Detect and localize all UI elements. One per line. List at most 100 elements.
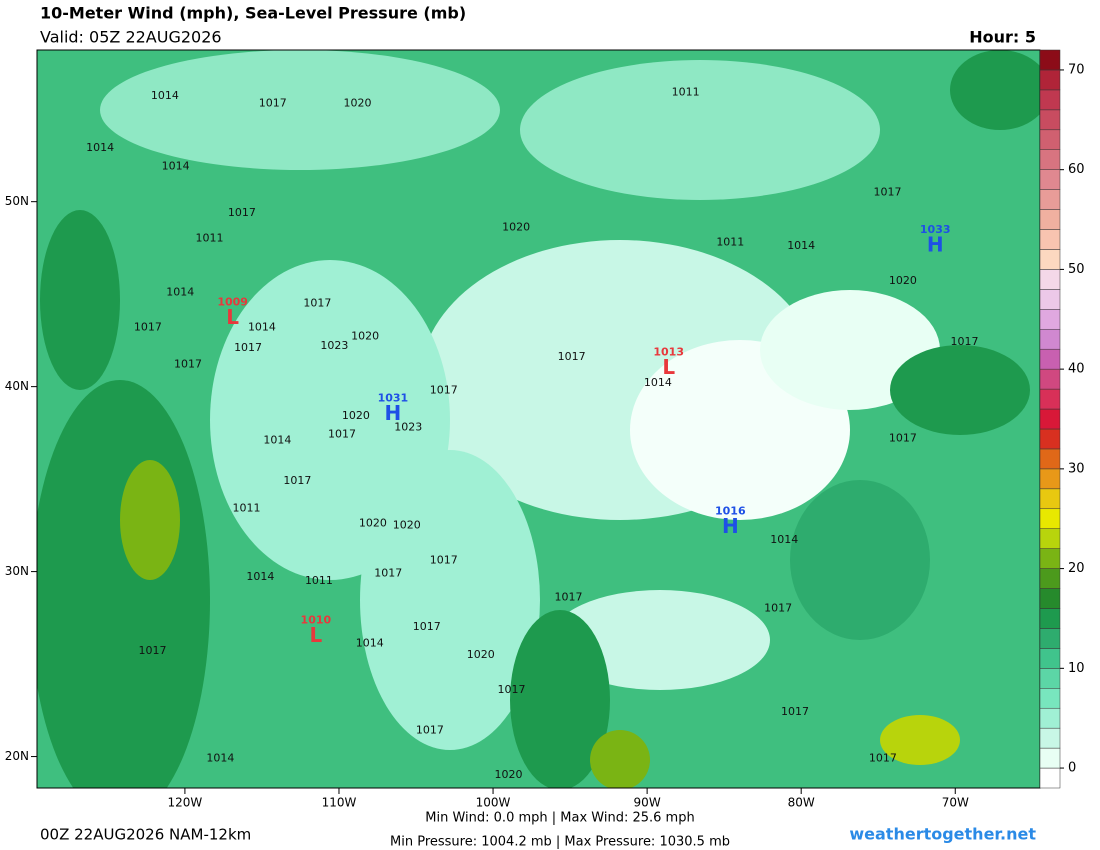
isobar-label: 1017 [555,590,583,603]
isobar-label: 1017 [174,357,202,370]
colorbar-label: 50 [1068,262,1085,277]
forecast-hour: Hour: 5 [969,28,1036,47]
map-field [37,50,1040,788]
isobar-label: 1017 [430,553,458,566]
colorbar-bin [1039,309,1061,330]
isobar-label: 1014 [248,320,276,333]
isobar-label: 1020 [351,330,379,343]
valid-time: Valid: 05Z 22AUG2026 [40,28,222,47]
pressure-center-value: 1033 [920,223,951,236]
colorbar-bin [1039,588,1061,609]
x-tick-label: 120W [168,796,203,810]
colorbar-bin [1039,528,1061,549]
isobar-label: 1011 [305,574,333,587]
y-tick-label: 50N [5,194,29,208]
isobar-label: 1023 [320,339,348,352]
colorbar-bin [1039,109,1061,131]
colorbar-bin [1039,348,1061,370]
isobar-label: 1011 [672,86,700,99]
isobar-label: 1020 [502,221,530,234]
colorbar-bin [1039,747,1061,769]
colorbar-label: 40 [1068,362,1085,377]
colorbar-bin [1039,368,1061,390]
pressure-center-letter: L [226,305,239,329]
pressure-center-value: 1031 [378,392,409,405]
colorbar-label: 20 [1068,561,1085,576]
colorbar-label: 30 [1068,461,1085,476]
wind-stats: Min Wind: 0.0 mph | Max Wind: 25.6 mph [425,811,694,826]
isobar-label: 1017 [374,566,402,579]
isobar-label: 1014 [166,285,194,298]
colorbar-bin [1039,49,1061,71]
colorbar-bin [1039,408,1061,430]
y-tick-label: 20N [5,749,29,763]
y-tick-label: 30N [5,564,29,578]
colorbar-bin [1039,448,1061,470]
pressure-center-value: 1010 [301,613,332,626]
isobar-label: 1014 [263,433,291,446]
pressure-center-value: 1016 [715,504,746,517]
isobar-label: 1017 [869,751,897,764]
pressure-center-letter: H [927,233,944,257]
pressure-stats: Min Pressure: 1004.2 mb | Max Pressure: … [390,835,730,850]
colorbar-bin [1039,628,1061,649]
isobar-label: 1020 [889,274,917,287]
isobar-label: 1017 [234,341,262,354]
colorbar-bin [1039,149,1061,170]
colorbar-bin [1039,767,1061,789]
title: 10-Meter Wind (mph), Sea-Level Pressure … [40,4,466,23]
colorbar-bin [1039,707,1061,729]
isobar-label: 1017 [951,335,979,348]
isobar-label: 1020 [359,517,387,530]
colorbar-bin [1039,229,1061,250]
colorbar-label: 70 [1068,62,1085,77]
pressure-center-letter: H [722,514,739,538]
isobar-label: 1017 [416,724,444,737]
isobar-label: 1020 [494,768,522,781]
isobar-label: 1020 [342,409,370,422]
isobar-label: 1017 [139,644,167,657]
x-tick-label: 110W [322,796,357,810]
isobar-label: 1017 [259,97,287,110]
isobar-label: 1017 [873,185,901,198]
isobar-label: 1017 [303,296,331,309]
isobar-label: 1017 [889,431,917,444]
isobar-label: 1014 [86,141,114,154]
colorbar-bin [1039,688,1061,709]
colorbar-bin [1039,508,1061,529]
isobar-label: 1017 [764,602,792,615]
isobar-label: 1014 [162,160,190,173]
colorbar-bin [1039,668,1061,689]
colorbar-bin [1039,468,1061,490]
x-tick-label: 100W [476,796,511,810]
colorbar-bin [1039,727,1061,749]
site-link[interactable]: weathertogether.net [849,825,1036,844]
isobar-label: 1017 [430,383,458,396]
x-tick-label: 90W [634,796,661,810]
colorbar-bin [1039,189,1061,210]
colorbar-label: 60 [1068,162,1085,177]
colorbar-label: 0 [1068,761,1076,776]
pressure-center-value: 1009 [217,295,248,308]
isobar-label: 1017 [328,428,356,441]
colorbar-bin [1039,328,1061,350]
isobar-label: 1011 [196,232,224,245]
model-run: 00Z 22AUG2026 NAM-12km [40,826,251,844]
colorbar-bin [1039,129,1061,150]
isobar-label: 1020 [467,648,495,661]
isobar-label: 1017 [498,683,526,696]
pressure-center-letter: L [309,623,322,647]
isobar-label: 1017 [781,705,809,718]
isobar-label: 1011 [233,502,261,515]
isobar-label: 1017 [283,474,311,487]
isobar-label: 1014 [770,533,798,546]
colorbar-bin [1039,249,1061,270]
colorbar-bin [1039,209,1061,230]
colorbar-bin [1039,608,1061,629]
isobar-label: 1014 [644,376,672,389]
colorbar-bin [1039,269,1061,290]
colorbar-bin [1039,488,1061,510]
isobar-label: 1011 [716,235,744,248]
isobar-label: 1017 [558,350,586,363]
